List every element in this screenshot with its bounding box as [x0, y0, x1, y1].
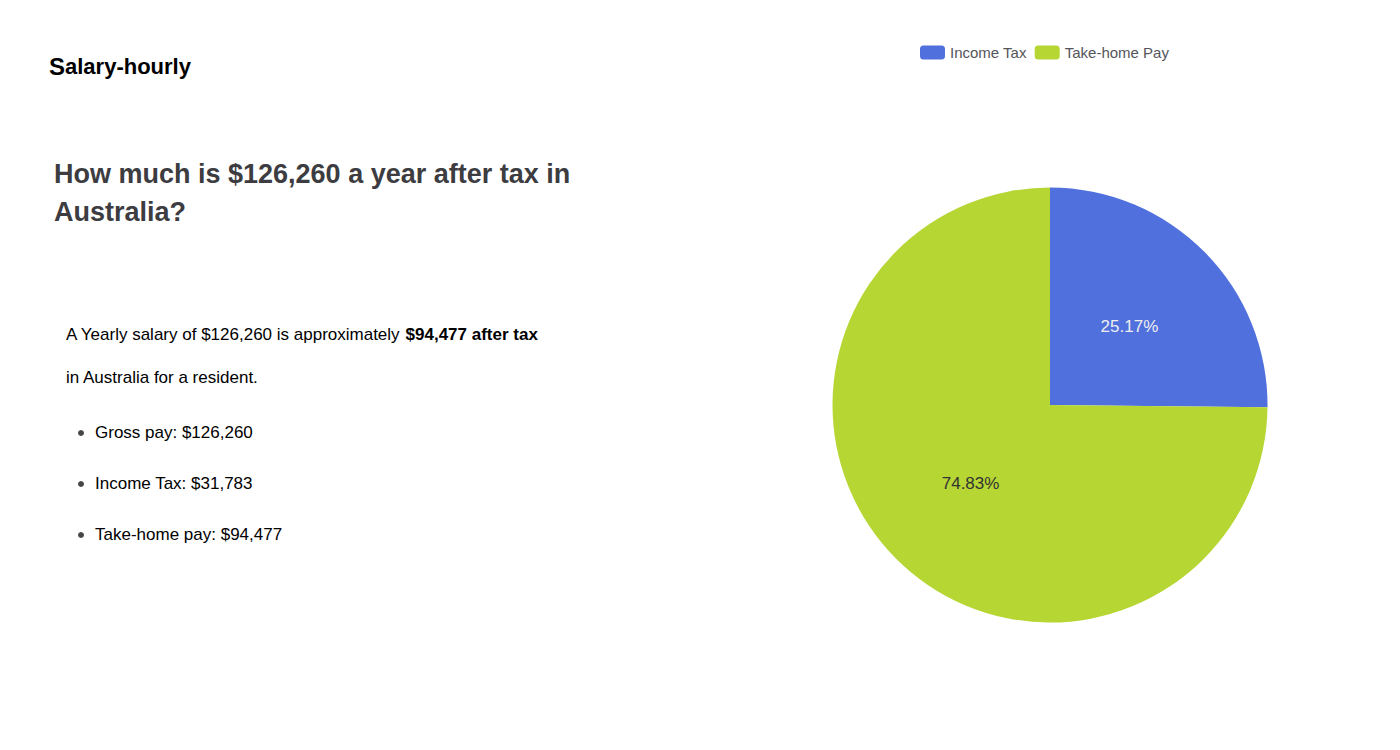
svg-text:Take-home Pay: Take-home Pay: [1065, 44, 1170, 61]
svg-text:in Australia for a resident.: in Australia for a resident.: [66, 368, 258, 387]
svg-text:Australia?: Australia?: [54, 197, 186, 227]
svg-text:Take-home pay: $94,477: Take-home pay: $94,477: [95, 525, 282, 544]
svg-text:alary-hourly: alary-hourly: [65, 54, 192, 79]
svg-text:S: S: [49, 53, 65, 80]
svg-text:A Yearly salary of $126,260 is: A Yearly salary of $126,260 is approxima…: [66, 325, 404, 344]
svg-text:Gross pay: $126,260: Gross pay: $126,260: [95, 423, 253, 442]
svg-text:74.83%: 74.83%: [942, 474, 1000, 493]
svg-text:Income Tax: Income Tax: [950, 44, 1027, 61]
svg-text:25.17%: 25.17%: [1101, 317, 1159, 336]
svg-text:$94,477 after tax: $94,477 after tax: [406, 325, 539, 344]
svg-text:Income Tax: $31,783: Income Tax: $31,783: [95, 474, 253, 493]
svg-text:How much is $126,260 a year af: How much is $126,260 a year after tax in: [54, 159, 570, 189]
